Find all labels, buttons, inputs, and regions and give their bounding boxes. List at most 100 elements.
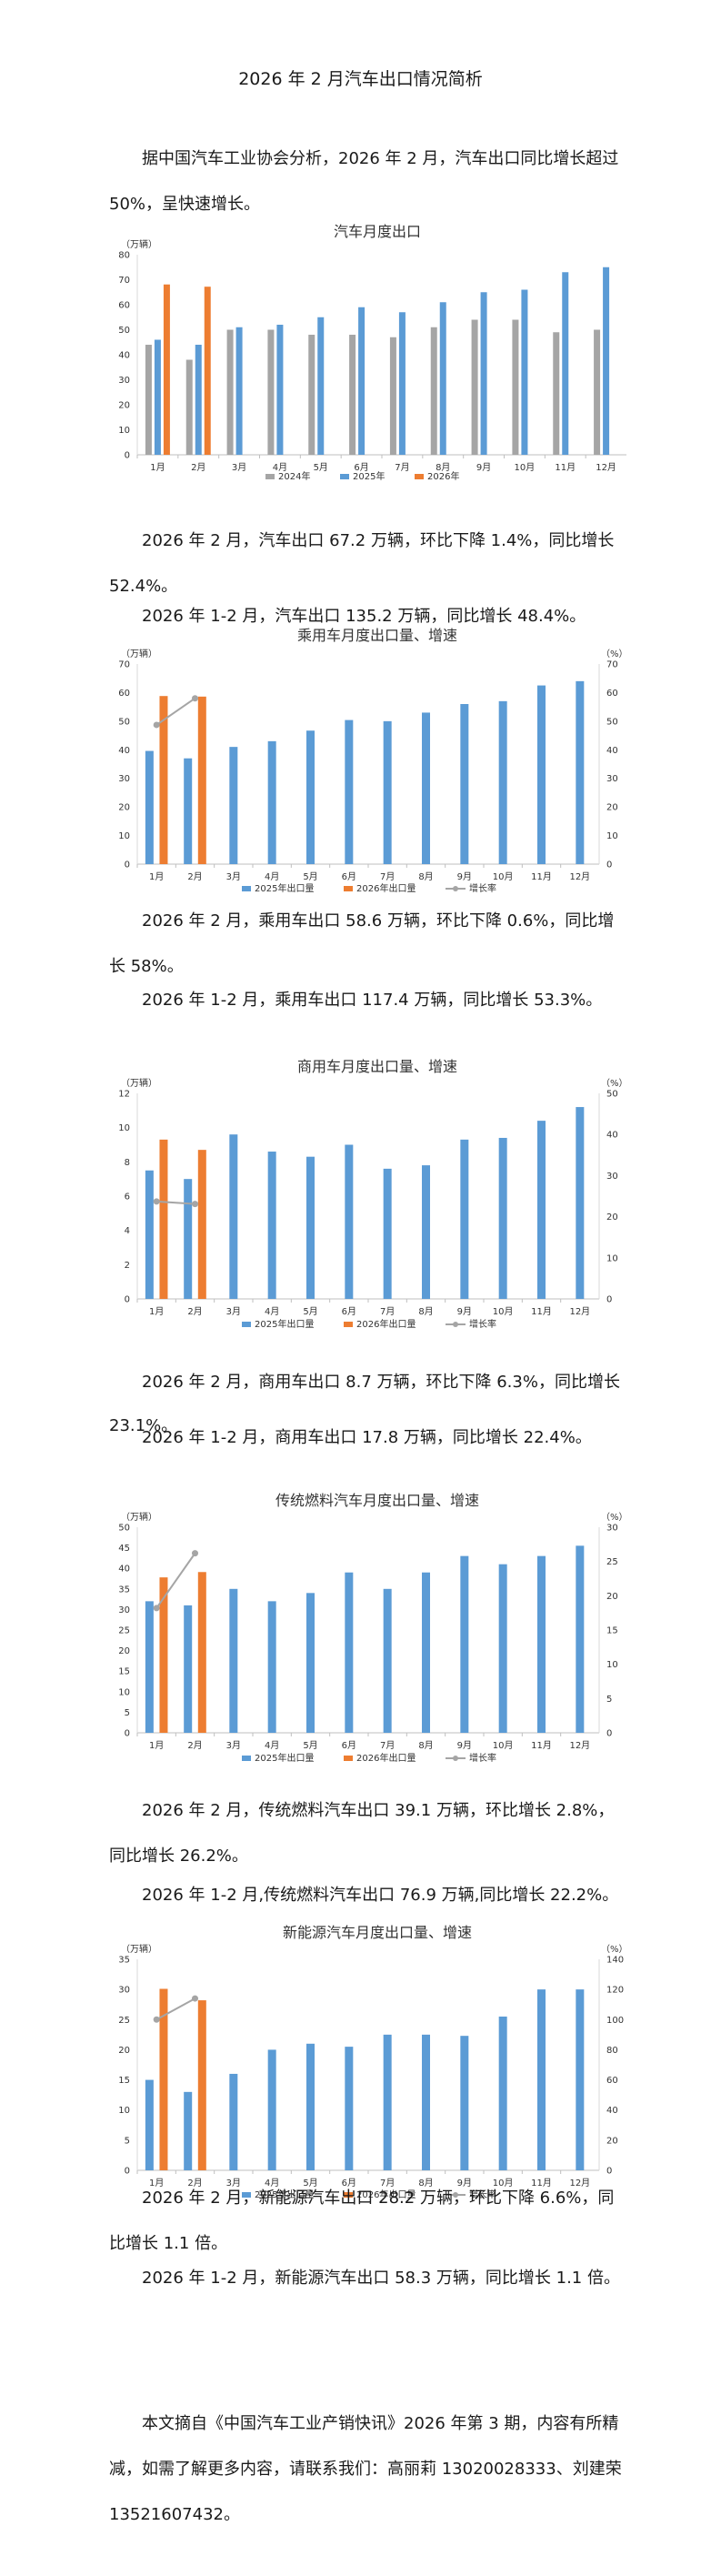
y-tick-label: 30 [118,376,130,386]
bar-2025年出口量 [576,1989,585,2170]
bar-2024年 [226,329,234,455]
bar-2025年出口量 [229,747,238,864]
x-tick-label: 1月 [150,462,165,473]
bar-2025年出口量 [345,719,354,864]
x-tick-label: 12月 [569,1740,590,1751]
bar-2025年出口量 [306,2043,315,2170]
y2-tick-label: 40 [606,1131,618,1141]
y-tick-label: 4 [125,1226,130,1236]
bar-2025年出口量 [345,2047,354,2170]
y2-tick-label: 50 [606,1090,618,1100]
bar-2025年出口量 [422,712,430,864]
x-tick-label: 7月 [380,2178,395,2189]
y2-tick-label: 50 [606,717,618,727]
legend-swatch [242,1322,251,1327]
y-tick-label: 40 [118,351,130,361]
bar-2025年出口量 [306,730,315,864]
y2-tick-label: 0 [606,860,612,870]
paragraph-commercial-jan-feb: 2026 年 1-2 月，商用车出口 17.8 万辆，同比增长 22.4%。 [142,1428,592,1447]
bar-2025年出口量 [383,720,392,864]
x-tick-label: 11月 [531,1306,552,1317]
x-tick-label: 10月 [493,1306,514,1317]
intro-paragraph: 据中国汽车工业协会分析，2026 年 2 月，汽车出口同比增长超过 50%，呈快… [109,149,619,214]
growth-rate-line [156,1200,195,1205]
bar-2025年出口量 [383,1588,392,1733]
y2-tick-label: 40 [606,2106,618,2116]
bar-2025年出口量 [537,1121,546,1299]
x-tick-label: 4月 [265,1306,279,1317]
x-tick-label: 12月 [569,1306,590,1317]
y-axis-unit: （万辆） [121,1943,157,1955]
growth-rate-point [153,1605,160,1612]
x-tick-label: 5月 [303,2178,317,2189]
legend-swatch [242,886,251,891]
y-tick-label: 50 [118,717,130,727]
bar-2024年 [308,335,315,455]
bar-2025年出口量 [383,1168,392,1299]
bar-2025年出口量 [184,2091,193,2170]
bar-2025年 [521,289,528,455]
y-tick-label: 0 [125,1295,130,1305]
y2-tick-label: 0 [606,1729,612,1739]
y2-tick-label: 20 [606,1592,618,1602]
y-tick-label: 0 [125,860,130,870]
bar-2025年出口量 [576,1107,585,1299]
x-tick-label: 9月 [457,2178,472,2189]
bar-2025年出口量 [145,1170,154,1299]
chart-title: 汽车月度出口 [334,223,421,240]
x-tick-label: 4月 [273,462,287,473]
chart-conventional-fuel-exports: 传统燃料汽车月度出口量、增速 （万辆） （%） 0 5 10 15 20 25 30 35 40 45 5… [118,1492,627,1764]
y2-tick-label: 10 [606,831,618,841]
y-tick-label: 30 [118,774,130,784]
x-tick-label: 1月 [149,2178,164,2189]
x-tick-label: 10月 [493,1740,514,1751]
y-tick-label: 12 [118,1090,130,1100]
legend-swatch [340,474,349,479]
bar-2024年 [553,332,560,455]
y2-axis-unit: （%） [601,649,628,659]
bar-2026年出口量 [197,2000,206,2170]
growth-rate-point [192,1995,198,2002]
y2-tick-label: 60 [606,2076,618,2086]
paragraph-conventional-feb: 2026 年 2 月，传统燃料汽车出口 39.1 万辆，环比增长 2.8%，同比… [109,1801,615,1866]
bar-2025年出口量 [229,1134,238,1299]
chart-title: 传统燃料汽车月度出口量、增速 [275,1492,479,1509]
x-tick-label: 11月 [531,1740,552,1751]
bar-2026年出口量 [197,1150,206,1299]
bar-2025年出口量 [383,2034,392,2170]
x-tick-label: 7月 [380,871,395,882]
x-tick-label: 10月 [493,871,514,882]
y-tick-label: 0 [125,2167,130,2177]
y2-tick-label: 0 [606,1295,612,1305]
y-tick-label: 50 [118,1524,130,1534]
bar-2025年出口量 [184,1605,193,1733]
paragraph-new-energy-jan-feb: 2026 年 1-2 月，新能源汽车出口 58.3 万辆，同比增长 1.1 倍。 [142,2269,620,2288]
legend-marker [453,2192,458,2198]
x-tick-label: 8月 [436,462,450,473]
chart-title: 商用车月度出口量、增速 [297,1058,457,1075]
bar-2025年出口量 [422,1572,430,1733]
x-tick-label: 1月 [149,871,164,882]
x-tick-label: 11月 [531,2178,552,2189]
x-tick-label: 8月 [418,2178,433,2189]
x-tick-label: 3月 [232,462,246,473]
growth-rate-point [153,721,160,729]
x-tick-label: 9月 [457,1740,472,1751]
x-tick-label: 8月 [418,871,433,882]
y-tick-label: 40 [118,1565,130,1575]
bar-2025年出口量 [306,1593,315,1733]
x-tick-label: 4月 [265,1740,279,1751]
x-tick-label: 6月 [354,462,368,473]
legend-swatch [242,1756,251,1761]
y-tick-label: 10 [118,1687,130,1697]
x-tick-label: 7月 [395,462,409,473]
y2-axis-unit: （%） [601,1078,628,1089]
legend-swatch [415,474,424,479]
y-tick-label: 80 [118,251,130,261]
bar-2025年出口量 [229,1588,238,1733]
x-tick-label: 2月 [187,1306,202,1317]
bar-2025年出口量 [498,1137,507,1299]
bar-2025年 [235,327,243,455]
bar-2025年出口量 [576,1545,585,1733]
x-tick-label: 12月 [569,871,590,882]
